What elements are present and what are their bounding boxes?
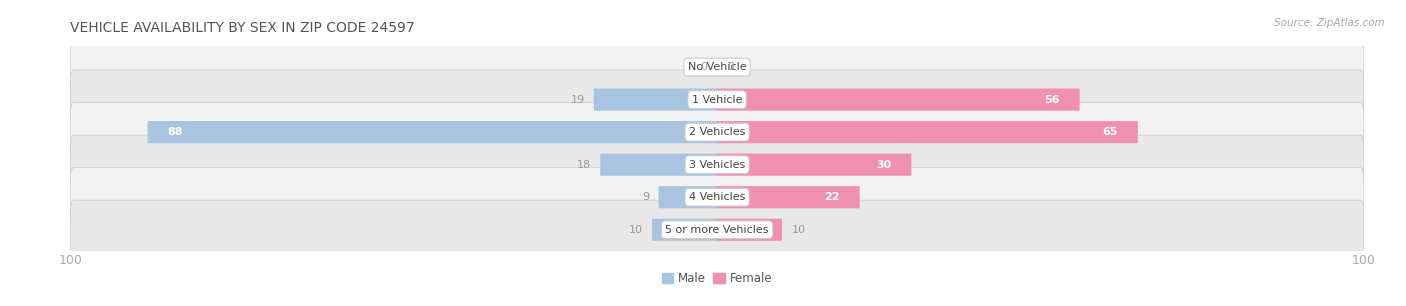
- FancyBboxPatch shape: [717, 186, 859, 208]
- FancyBboxPatch shape: [148, 121, 717, 143]
- Text: 19: 19: [571, 95, 585, 105]
- Text: 3 Vehicles: 3 Vehicles: [689, 160, 745, 170]
- FancyBboxPatch shape: [717, 154, 911, 176]
- Text: 30: 30: [876, 160, 891, 170]
- FancyBboxPatch shape: [70, 135, 1364, 194]
- FancyBboxPatch shape: [658, 186, 717, 208]
- FancyBboxPatch shape: [70, 37, 1364, 97]
- Text: 4 Vehicles: 4 Vehicles: [689, 192, 745, 202]
- FancyBboxPatch shape: [717, 219, 782, 241]
- FancyBboxPatch shape: [600, 154, 717, 176]
- Text: 2 Vehicles: 2 Vehicles: [689, 127, 745, 137]
- FancyBboxPatch shape: [70, 200, 1364, 259]
- Text: 0: 0: [700, 62, 707, 72]
- FancyBboxPatch shape: [70, 70, 1364, 129]
- FancyBboxPatch shape: [717, 121, 1137, 143]
- Text: 18: 18: [576, 160, 591, 170]
- Text: 1 Vehicle: 1 Vehicle: [692, 95, 742, 105]
- Text: 88: 88: [167, 127, 183, 137]
- Legend: Male, Female: Male, Female: [657, 268, 778, 290]
- Text: Source: ZipAtlas.com: Source: ZipAtlas.com: [1274, 18, 1385, 28]
- Text: 10: 10: [628, 225, 643, 235]
- FancyBboxPatch shape: [70, 168, 1364, 227]
- FancyBboxPatch shape: [717, 88, 1080, 111]
- Text: 5 or more Vehicles: 5 or more Vehicles: [665, 225, 769, 235]
- Text: 9: 9: [643, 192, 650, 202]
- Text: 65: 65: [1102, 127, 1118, 137]
- FancyBboxPatch shape: [70, 103, 1364, 162]
- Text: 0: 0: [727, 62, 734, 72]
- Text: VEHICLE AVAILABILITY BY SEX IN ZIP CODE 24597: VEHICLE AVAILABILITY BY SEX IN ZIP CODE …: [70, 21, 415, 35]
- Text: 22: 22: [824, 192, 839, 202]
- Text: No Vehicle: No Vehicle: [688, 62, 747, 72]
- FancyBboxPatch shape: [593, 88, 717, 111]
- Text: 10: 10: [792, 225, 806, 235]
- Text: 56: 56: [1045, 95, 1060, 105]
- FancyBboxPatch shape: [652, 219, 717, 241]
